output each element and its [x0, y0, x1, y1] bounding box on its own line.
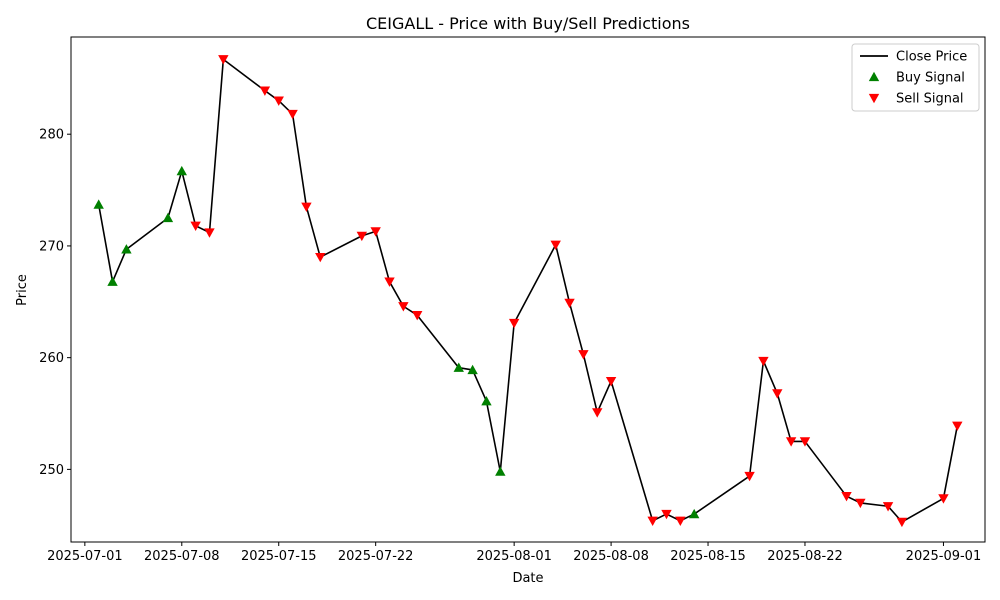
- sell-signal-marker: [661, 509, 672, 520]
- legend-label: Buy Signal: [896, 71, 965, 86]
- buy-signal-marker: [107, 276, 118, 286]
- sell-signal-marker: [772, 389, 783, 399]
- buy-signal-marker: [121, 244, 132, 254]
- sell-signal-marker: [938, 494, 949, 504]
- plot-area: [93, 55, 963, 528]
- sell-signal-marker: [315, 252, 326, 263]
- y-tick-label: 270: [39, 239, 64, 254]
- legend-sell-swatch: [868, 93, 880, 104]
- legend-label: Sell Signal: [896, 92, 964, 107]
- buy-signal-marker: [495, 466, 506, 476]
- sell-signal-marker: [508, 318, 520, 329]
- x-tick-label: 2025-08-08: [573, 549, 649, 564]
- x-tick-label: 2025-07-15: [241, 549, 317, 564]
- sell-signal-marker: [301, 202, 312, 213]
- sell-signal-marker: [218, 55, 229, 65]
- axes: 2025-07-01 2025-07-08 2025-07-15 2025-07-22…: [39, 36, 986, 564]
- sell-signal-marker: [855, 498, 866, 509]
- buy-signal-marker: [467, 364, 478, 375]
- sell-signal-marker: [841, 492, 852, 502]
- sell-signal-marker: [744, 471, 755, 482]
- sell-signal-marker: [564, 298, 575, 309]
- sell-signal-marker: [356, 231, 368, 242]
- x-tick-label: 2025-07-01: [47, 549, 123, 564]
- sell-signal-marker: [785, 437, 797, 447]
- sell-signal-marker: [204, 228, 215, 238]
- x-tick-label: 2025-07-08: [144, 549, 220, 564]
- sell-signal-marker: [605, 376, 617, 387]
- sell-signal-marker: [758, 356, 769, 367]
- sell-signal-marker: [550, 240, 561, 251]
- sell-signal-marker: [273, 96, 284, 106]
- chart-title: CEIGALL - Price with Buy/Sell Prediction…: [366, 14, 690, 33]
- legend: Close Price Buy Signal Sell Signal: [851, 43, 980, 112]
- sell-signal-marker: [882, 502, 894, 512]
- y-tick-label: 280: [39, 128, 64, 143]
- sell-signal-marker: [592, 408, 603, 418]
- buy-signal-marker: [453, 362, 464, 372]
- x-axis-label: Date: [512, 571, 543, 586]
- sell-signal-marker: [398, 302, 409, 312]
- x-tick-label: 2025-08-01: [476, 549, 552, 564]
- buy-signal-marker: [481, 396, 492, 406]
- buy-signal-marker: [688, 508, 700, 519]
- sell-signal-marker: [675, 516, 686, 526]
- legend-label: Close Price: [896, 50, 967, 65]
- buy-signal-marker: [93, 199, 104, 209]
- sell-signal-marker: [412, 311, 423, 321]
- y-axis-label: Price: [15, 274, 30, 306]
- x-tick-label: 2025-09-01: [906, 549, 982, 564]
- sell-signal-marker: [259, 86, 271, 96]
- sell-signal-marker: [799, 437, 811, 447]
- x-tick-label: 2025-08-22: [767, 549, 843, 564]
- sell-signal-marker: [578, 350, 589, 360]
- sell-signal-marker: [190, 221, 201, 232]
- buy-signal-marker: [162, 212, 174, 223]
- sell-signal-marker: [370, 227, 381, 237]
- sell-signal-marker: [287, 109, 298, 120]
- buy-signal-marker: [176, 165, 187, 176]
- y-tick-label: 260: [39, 351, 64, 366]
- x-tick-label: 2025-08-15: [670, 549, 746, 564]
- sell-signal-marker: [384, 277, 395, 287]
- y-tick-label: 250: [39, 463, 64, 478]
- sell-signal-marker: [952, 421, 963, 432]
- sell-signal-marker: [896, 517, 908, 528]
- legend-box: [851, 43, 980, 112]
- sell-signal-marker: [647, 516, 658, 526]
- x-tick-label: 2025-07-22: [338, 549, 414, 564]
- legend-buy-swatch: [868, 71, 880, 82]
- plot-frame: [70, 36, 986, 543]
